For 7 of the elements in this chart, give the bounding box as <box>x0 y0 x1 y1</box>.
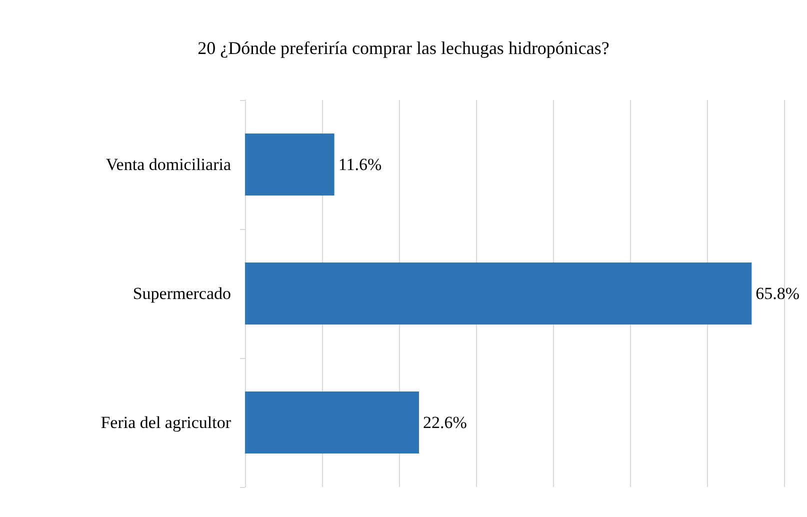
y-tick-label: Venta domiciliaria <box>106 155 232 174</box>
y-tick-label: Supermercado <box>132 284 231 303</box>
data-label: 65.8% <box>756 284 800 303</box>
data-label: 22.6% <box>423 413 467 432</box>
data-label: 11.6% <box>338 155 382 174</box>
y-tick-label: Feria del agricultor <box>100 413 232 432</box>
chart-title: 20 ¿Dónde preferiría comprar las lechugas hidropónicas? <box>198 38 610 58</box>
